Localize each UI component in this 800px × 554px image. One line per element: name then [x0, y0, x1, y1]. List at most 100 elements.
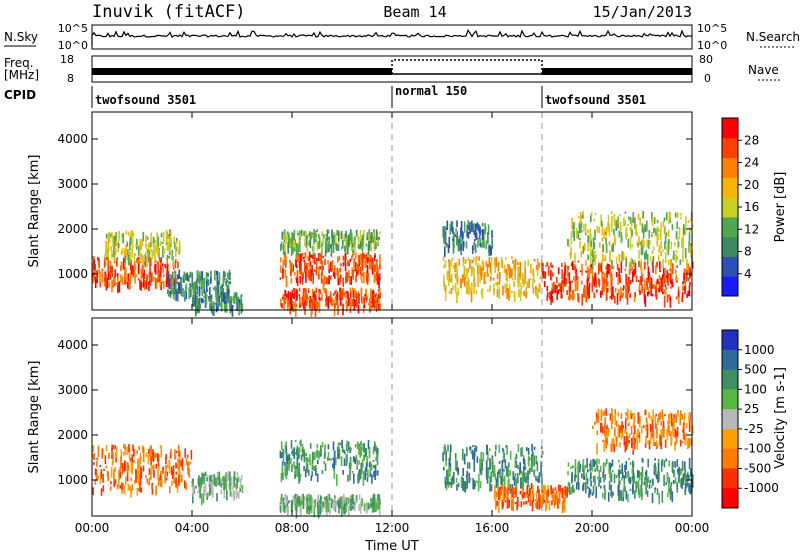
power-data-cell — [172, 278, 174, 281]
power-data-cell — [169, 291, 172, 295]
velocity-data-cell — [336, 446, 339, 453]
velocity-data-cell — [505, 444, 507, 448]
velocity-data-cell — [589, 489, 592, 495]
power-data-cell — [650, 287, 652, 296]
power-data-cell — [280, 303, 282, 307]
power-data-cell — [689, 245, 691, 254]
velocity-data-cell — [684, 461, 686, 470]
power-y-tick-label: 2000 — [57, 222, 88, 236]
velocity-data-cell — [620, 413, 623, 420]
power-data-cell — [477, 273, 479, 285]
power-colorbar-cell — [722, 256, 738, 277]
power-data-cell — [322, 265, 324, 270]
power-data-cell — [618, 289, 620, 295]
power-data-cell — [568, 286, 570, 295]
power-data-cell — [537, 291, 539, 299]
power-data-cell — [145, 234, 147, 238]
power-data-cell — [657, 279, 659, 285]
velocity-data-marks — [92, 408, 694, 519]
velocity-data-cell — [346, 440, 348, 447]
velocity-data-cell — [506, 498, 509, 509]
velocity-data-cell — [671, 462, 674, 472]
power-data-cluster-6 — [280, 229, 381, 258]
power-data-cell — [684, 268, 687, 275]
velocity-data-cell — [532, 485, 534, 495]
power-data-cell — [134, 273, 136, 284]
velocity-data-cell — [602, 426, 604, 434]
power-data-cell — [585, 291, 588, 303]
velocity-data-cell — [611, 491, 613, 498]
velocity-data-cell — [688, 420, 691, 433]
velocity-data-cell — [290, 440, 293, 449]
power-data-cell — [279, 277, 282, 280]
power-data-cell — [308, 233, 311, 237]
velocity-data-cell — [456, 484, 458, 491]
power-data-cell — [111, 250, 113, 260]
velocity-data-cell — [506, 465, 508, 477]
velocity-data-cell — [652, 430, 655, 438]
power-data-cell — [676, 212, 679, 218]
power-data-cell — [594, 256, 596, 266]
power-data-cell — [311, 300, 313, 309]
power-data-cell — [138, 245, 140, 254]
velocity-data-cell — [684, 469, 686, 478]
velocity-data-cell — [348, 505, 350, 516]
power-data-cell — [341, 246, 343, 250]
power-data-cell — [551, 264, 554, 268]
power-data-cell — [523, 290, 525, 296]
velocity-data-cell — [317, 494, 320, 506]
velocity-data-cell — [369, 469, 372, 477]
power-data-cell — [658, 281, 660, 285]
velocity-data-cell — [651, 419, 654, 432]
velocity-data-cell — [512, 500, 514, 512]
velocity-data-cell — [632, 422, 635, 428]
velocity-data-cell — [633, 476, 635, 483]
velocity-data-cell — [648, 484, 651, 489]
power-data-cell — [285, 276, 288, 288]
power-data-cell — [460, 227, 462, 237]
power-data-cell — [333, 232, 335, 237]
power-data-cell — [104, 240, 107, 244]
velocity-data-cluster-7 — [567, 457, 694, 505]
velocity-data-cell — [637, 412, 640, 424]
power-data-cell — [107, 271, 110, 280]
velocity-data-cell — [113, 469, 115, 481]
velocity-data-cell — [491, 457, 494, 466]
power-data-cell — [337, 302, 339, 314]
power-data-cell — [656, 219, 659, 224]
power-data-cell — [589, 228, 591, 239]
power-data-cell — [379, 256, 381, 267]
power-data-cell — [148, 242, 150, 253]
power-data-cell — [313, 292, 315, 299]
velocity-data-cell — [603, 478, 605, 483]
velocity-data-cell — [285, 494, 288, 505]
velocity-data-cell — [142, 450, 145, 462]
power-data-cell — [366, 265, 369, 274]
velocity-data-cell — [186, 454, 189, 458]
power-data-cell — [96, 270, 98, 276]
power-data-cell — [290, 296, 293, 303]
power-data-cell — [298, 297, 301, 305]
velocity-data-cell — [317, 504, 319, 515]
power-data-cell — [297, 253, 299, 263]
power-data-cell — [454, 282, 457, 293]
power-data-cell — [132, 232, 135, 236]
power-data-cell — [356, 262, 358, 271]
power-data-cell — [674, 269, 677, 274]
velocity-data-cell — [365, 504, 367, 507]
power-data-cell — [331, 260, 334, 271]
power-data-cell — [159, 270, 162, 282]
velocity-data-cell — [469, 477, 471, 481]
power-data-cell — [610, 221, 613, 233]
velocity-data-cell — [343, 505, 346, 515]
velocity-data-cell — [550, 485, 552, 495]
power-data-cell — [162, 274, 165, 278]
velocity-data-cell — [679, 410, 682, 417]
velocity-data-cell — [586, 485, 589, 489]
power-data-cell — [107, 259, 110, 266]
velocity-data-cell — [557, 498, 559, 509]
velocity-data-cell — [605, 431, 608, 441]
velocity-data-cell — [633, 441, 636, 450]
power-data-cell — [131, 241, 134, 251]
power-data-cell — [504, 288, 507, 293]
